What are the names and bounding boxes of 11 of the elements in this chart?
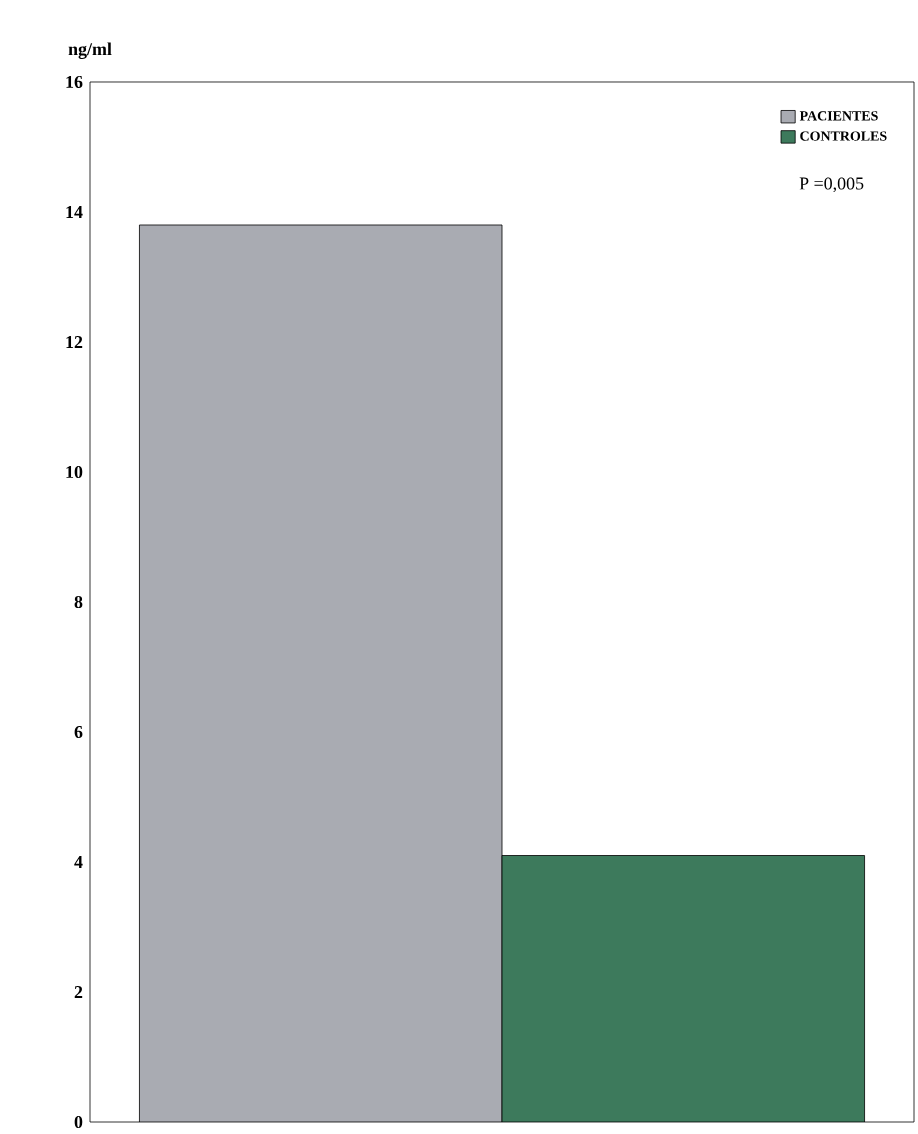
y-tick-label: 0 <box>74 1115 83 1129</box>
y-tick-label: 14 <box>66 206 83 218</box>
y-tick-label: 6 <box>74 725 83 739</box>
y-tick-label: 10 <box>66 465 83 479</box>
y-tick-label: 4 <box>74 856 83 868</box>
y-tick-label: 2 <box>74 986 83 998</box>
annotation: P =0,005 <box>799 177 864 193</box>
y-tick-label: 8 <box>74 595 83 609</box>
y-axis-title: ng/ml <box>68 42 112 59</box>
y-tick-label: 16 <box>66 75 83 89</box>
y-tick-label: 12 <box>66 336 83 348</box>
